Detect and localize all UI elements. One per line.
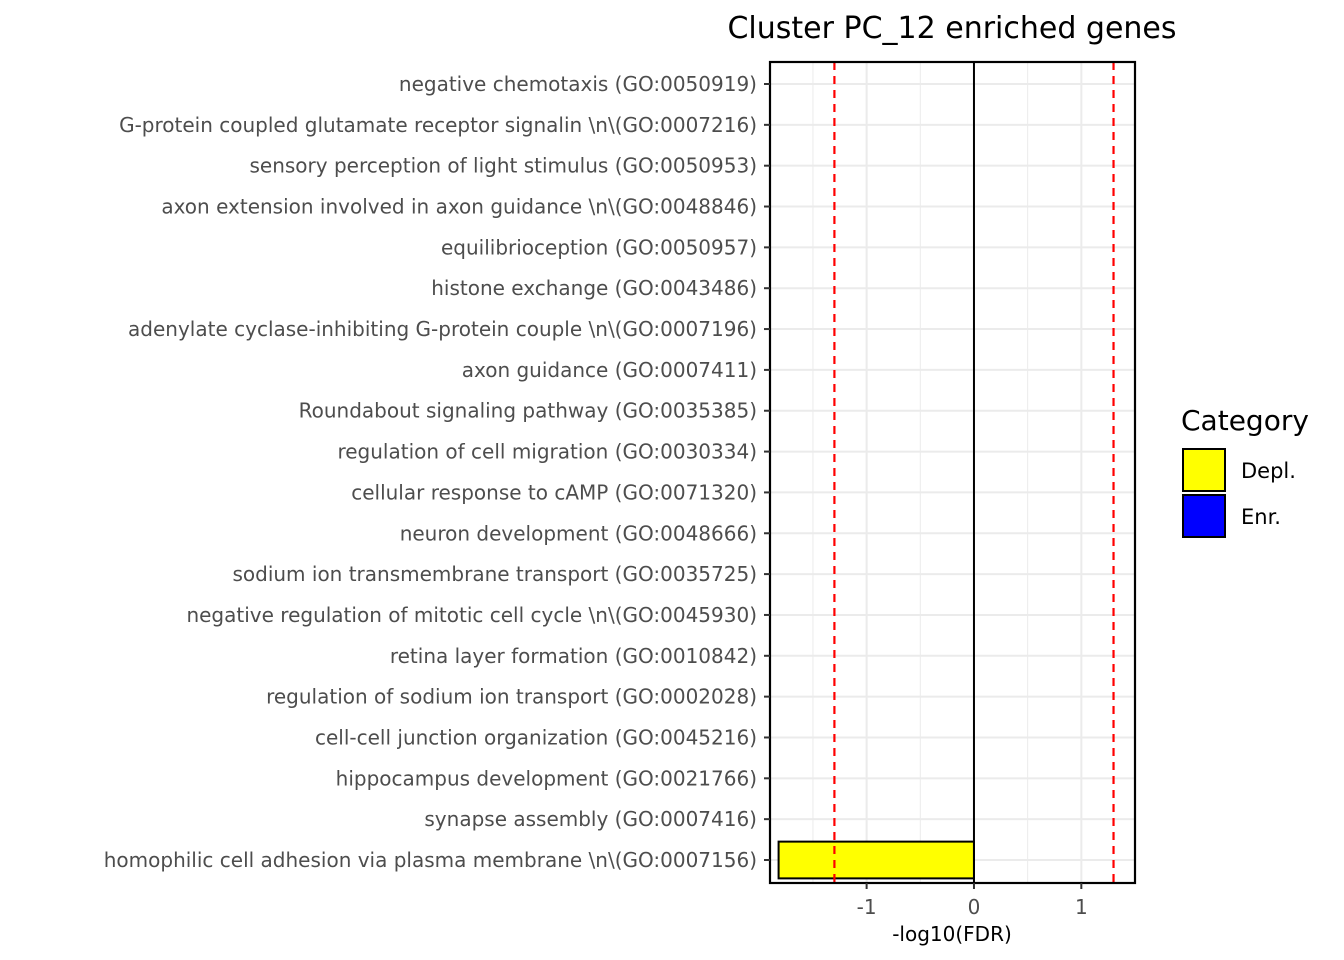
legend-swatch [1182, 448, 1226, 492]
x-axis-label: -log10(FDR) [892, 922, 1012, 946]
legend-title: Category [1181, 404, 1309, 437]
y-tick-label: retina layer formation (GO:0010842) [390, 644, 757, 668]
y-tick-label: sodium ion transmembrane transport (GO:0… [232, 562, 757, 586]
legend-label: Depl. [1241, 459, 1296, 483]
reference-lines [833, 62, 1115, 883]
y-tick-label: Roundabout signaling pathway (GO:0035385… [299, 399, 757, 423]
y-tick-label: axon guidance (GO:0007411) [462, 358, 757, 382]
x-tick-label: 0 [968, 895, 981, 919]
y-tick-label: equilibrioception (GO:0050957) [441, 235, 757, 259]
plot-panel-border [768, 60, 1137, 885]
legend: Category Depl. Enr. [1181, 404, 1309, 538]
y-axis-ticks: negative chemotaxis (GO:0050919) G-protei… [104, 72, 770, 872]
grid-layer [770, 62, 1136, 883]
y-tick-label: regulation of sodium ion transport (GO:0… [266, 685, 757, 709]
y-tick-label: regulation of cell migration (GO:0030334… [337, 440, 757, 464]
y-tick-label: synapse assembly (GO:0007416) [424, 807, 757, 831]
y-tick-label: hippocampus development (GO:0021766) [336, 766, 757, 790]
bar [777, 840, 975, 880]
y-tick-label: histone exchange (GO:0043486) [431, 276, 757, 300]
y-tick-label: negative chemotaxis (GO:0050919) [399, 72, 757, 96]
x-axis-ticks: -1 0 1 [857, 883, 1088, 919]
x-tick-label: 1 [1075, 895, 1088, 919]
y-tick-label: homophilic cell adhesion via plasma memb… [104, 848, 757, 872]
chart-title: Cluster PC_12 enriched genes [727, 11, 1176, 46]
bar-layer [777, 840, 975, 880]
x-tick-label: -1 [857, 895, 877, 919]
legend-label: Enr. [1241, 505, 1281, 529]
y-tick-label: cellular response to cAMP (GO:0071320) [351, 480, 757, 504]
y-tick-label: negative regulation of mitotic cell cycl… [186, 603, 757, 627]
y-tick-label: cell-cell junction organization (GO:0045… [315, 725, 757, 749]
y-tick-label: neuron development (GO:0048666) [400, 521, 757, 545]
legend-swatch [1182, 494, 1226, 538]
y-tick-label: axon extension involved in axon guidance… [161, 195, 757, 219]
y-tick-label: adenylate cyclase-inhibiting G-protein c… [128, 317, 757, 341]
y-tick-label: sensory perception of light stimulus (GO… [249, 154, 757, 178]
y-tick-label: G-protein coupled glutamate receptor sig… [119, 113, 757, 137]
